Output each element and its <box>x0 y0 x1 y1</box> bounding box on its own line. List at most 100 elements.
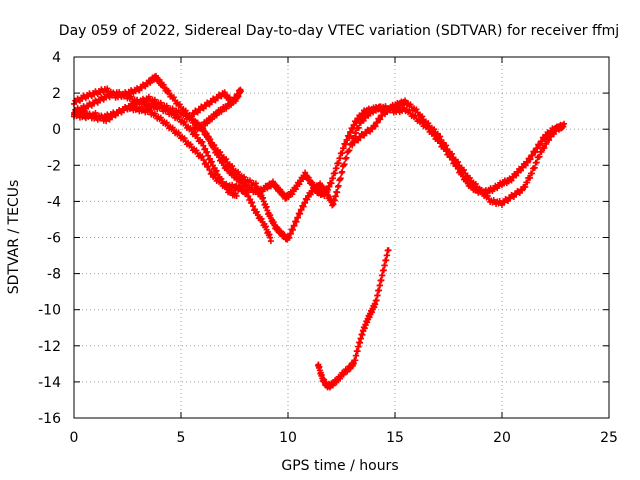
data-point <box>199 138 206 145</box>
data-point <box>472 180 479 187</box>
data-point <box>437 133 444 140</box>
data-point <box>524 159 531 166</box>
data-point <box>534 145 541 152</box>
y-tick-label: -12 <box>38 339 61 355</box>
data-point <box>169 124 176 131</box>
data-point <box>200 157 207 164</box>
data-series <box>349 97 568 209</box>
data-point <box>247 196 254 203</box>
data-point <box>217 149 224 156</box>
data-point <box>527 174 534 181</box>
data-point <box>339 168 346 175</box>
x-tick-label: 5 <box>177 430 186 446</box>
data-point <box>163 119 170 126</box>
data-point <box>385 247 392 254</box>
data-point <box>193 131 200 138</box>
data-point <box>538 148 545 155</box>
data-point <box>541 145 548 152</box>
y-tick-label: -4 <box>47 194 61 210</box>
data-point <box>200 142 207 149</box>
y-tick-label: -6 <box>47 231 61 247</box>
grid <box>74 57 609 418</box>
data-point <box>206 167 213 174</box>
data-point <box>341 161 348 168</box>
y-tick-label: -8 <box>47 267 61 283</box>
data-point <box>205 163 212 170</box>
data-point <box>249 199 256 206</box>
x-tick-label: 15 <box>386 430 404 446</box>
data-point <box>543 140 550 147</box>
y-tick-label: -14 <box>38 375 61 391</box>
data-point <box>550 131 557 138</box>
data-point <box>165 87 172 94</box>
data-point <box>353 129 360 136</box>
y-tick-label: -2 <box>47 158 61 174</box>
data-point <box>187 124 194 131</box>
data-point <box>204 148 211 155</box>
data-point <box>157 114 164 121</box>
data-series <box>71 103 274 245</box>
data-point <box>334 189 341 196</box>
data-point <box>443 142 450 149</box>
data-point <box>267 238 274 245</box>
y-tick-label: 2 <box>52 86 61 102</box>
data-point <box>223 156 230 163</box>
data-point <box>531 164 538 171</box>
data-point <box>419 113 426 120</box>
data-point <box>211 172 218 179</box>
y-tick-label: -16 <box>38 411 61 427</box>
data-point <box>176 101 183 108</box>
data-point <box>258 215 265 222</box>
data-point <box>346 147 353 154</box>
data-point <box>213 167 220 174</box>
data-point <box>187 141 194 148</box>
tick-labels: 0 5 10 15 20 25 -16 -14 -12 -10 -8 -6 -4 -2 0 2 4 <box>38 50 618 446</box>
data-point <box>522 183 529 190</box>
x-tick-label: 0 <box>70 430 79 446</box>
data-point <box>250 203 257 210</box>
data-point <box>202 145 209 152</box>
data-point <box>345 148 352 155</box>
data-point <box>202 160 209 167</box>
data-point <box>536 153 543 160</box>
data-point <box>455 158 462 165</box>
data-point <box>413 106 420 113</box>
data-point <box>407 101 414 108</box>
data-point <box>193 147 200 154</box>
data-point <box>466 174 473 181</box>
data-point <box>342 155 349 162</box>
data-point <box>205 133 212 140</box>
y-tick-label: 4 <box>52 50 61 66</box>
x-tick-label: 10 <box>279 430 297 446</box>
plot-area <box>71 72 568 391</box>
data-point <box>519 187 526 194</box>
data-point <box>205 152 212 159</box>
data-point <box>532 149 539 156</box>
data-point <box>374 119 381 126</box>
data-point <box>235 168 242 175</box>
data-point <box>217 177 224 184</box>
data-point <box>425 120 432 127</box>
data-point <box>355 124 362 131</box>
data-point <box>175 129 182 136</box>
data-point <box>343 154 350 161</box>
data-point <box>241 173 248 180</box>
data-point <box>484 192 491 199</box>
data-point <box>524 179 531 186</box>
data-point <box>245 193 252 200</box>
data-point <box>431 126 438 133</box>
data-point <box>208 158 215 165</box>
y-axis-label: SDTVAR / TECUs <box>6 180 22 295</box>
data-point <box>527 156 534 163</box>
data-point <box>561 120 568 127</box>
data-point <box>533 159 540 166</box>
data-point <box>460 166 467 173</box>
data-point <box>170 94 177 101</box>
data-point <box>190 126 197 133</box>
data-series <box>314 247 392 391</box>
data-point <box>449 150 456 157</box>
data-point <box>335 182 342 189</box>
data-point <box>182 107 189 114</box>
data-point <box>199 153 206 160</box>
